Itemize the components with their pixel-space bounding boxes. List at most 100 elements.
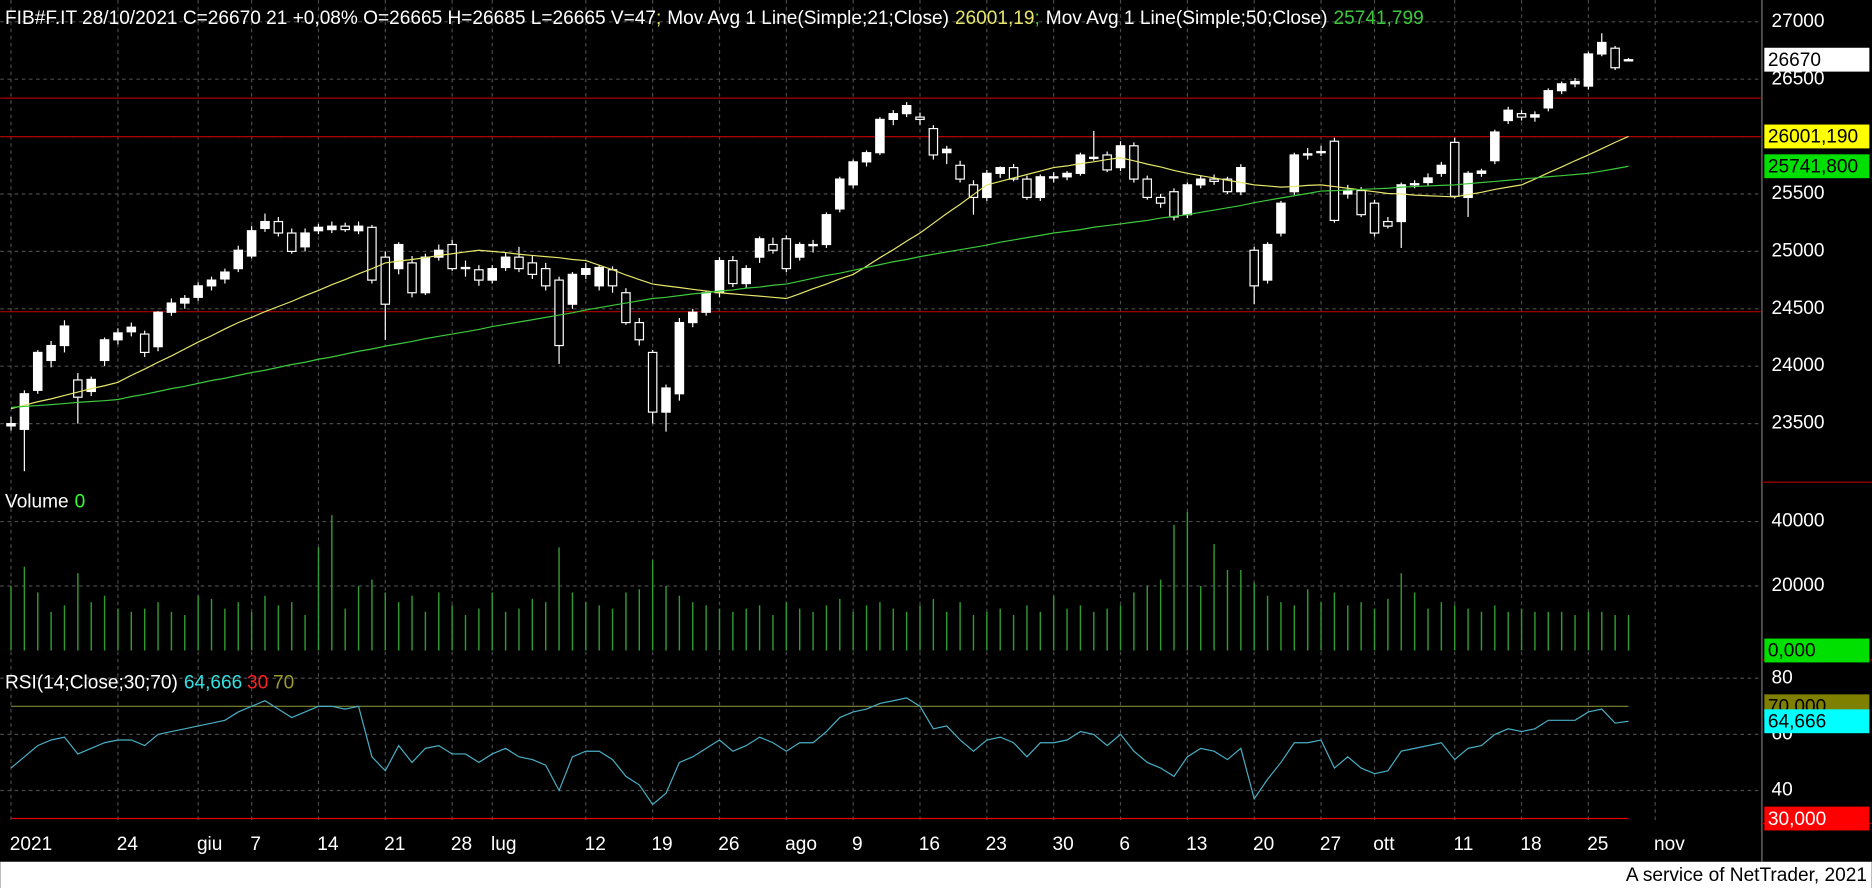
volume-bar — [1427, 608, 1429, 651]
volume-bar — [357, 586, 360, 651]
volume-bar — [745, 608, 747, 651]
volume-bar — [117, 608, 119, 651]
candle-body — [220, 271, 230, 280]
moving-average-line — [10, 165, 1629, 409]
candle-body — [567, 273, 578, 305]
volume-bar — [1467, 608, 1469, 651]
volume-bar — [438, 592, 440, 651]
candle-body — [941, 148, 952, 154]
candle-body — [99, 339, 110, 362]
pane-header: FIB#F.IT 28/10/2021 C=26670 21 +0,08% O=… — [5, 8, 1424, 29]
volume-bar — [1534, 611, 1536, 651]
candle-body — [901, 105, 912, 115]
candle-body — [1048, 176, 1059, 179]
legend-separator: ; — [656, 8, 661, 29]
volume-bar — [531, 598, 534, 651]
candle-body — [206, 279, 217, 287]
pane-header: Volume 0 — [5, 492, 85, 513]
candle-body — [1543, 90, 1554, 109]
candle-body — [193, 285, 203, 298]
candle-body — [687, 311, 698, 324]
volume-bar — [1012, 615, 1015, 651]
volume-bar — [504, 611, 507, 651]
y-tick-label: 25000 — [1771, 240, 1824, 261]
volume-bar — [544, 602, 547, 651]
volume-bar — [1360, 602, 1362, 651]
volume-bar — [1093, 611, 1095, 651]
volume-bar — [692, 602, 694, 651]
candle-body — [407, 262, 417, 294]
x-tick-label: 19 — [651, 834, 672, 855]
volume-bar — [919, 605, 921, 651]
legend-value: 25741,799 — [1333, 8, 1423, 29]
volume-bar — [798, 608, 801, 651]
candle-body — [353, 225, 364, 232]
volume-bar — [638, 589, 640, 651]
value-marker-label: 0,000 — [1768, 641, 1816, 662]
candle-body — [1236, 167, 1246, 193]
volume-bar — [1373, 608, 1376, 651]
volume-bar — [317, 547, 320, 651]
candle-body — [32, 351, 43, 391]
candle-body — [1436, 164, 1447, 174]
candle-body — [1008, 167, 1019, 180]
candle-body — [1209, 178, 1219, 182]
volume-bar — [250, 611, 253, 651]
volume-bar — [397, 602, 400, 651]
candle-body — [875, 118, 885, 154]
volume-bar — [1293, 605, 1296, 651]
candle-body — [1383, 220, 1393, 227]
candle-body — [1490, 131, 1500, 162]
candle-body — [1169, 191, 1179, 218]
volume-bar — [1587, 611, 1590, 651]
x-tick-label: 7 — [250, 834, 261, 855]
candle-body — [126, 326, 137, 333]
candle-body — [460, 266, 471, 270]
value-marker-label: 64,666 — [1768, 712, 1826, 733]
x-tick-label: 6 — [1119, 834, 1130, 855]
volume-bar — [77, 573, 79, 651]
volume-bar — [37, 592, 39, 651]
candle-body — [741, 268, 751, 285]
candle-body — [594, 266, 604, 287]
candle-body — [1115, 145, 1126, 169]
volume-bar — [625, 592, 627, 651]
y-tick-label: 23500 — [1771, 413, 1824, 434]
volume-bar — [1601, 611, 1603, 651]
volume-bar — [611, 608, 614, 651]
candle-body — [340, 225, 350, 231]
candle-body — [1089, 156, 1099, 160]
volume-bar — [384, 592, 387, 651]
volume-bar — [905, 611, 908, 651]
volume-bar — [1106, 608, 1108, 651]
volume-bar — [585, 602, 587, 651]
volume-bar — [865, 605, 868, 651]
volume-bar — [1079, 605, 1082, 651]
volume-bar — [651, 560, 654, 651]
candle-body — [59, 325, 70, 347]
x-tick-label: 23 — [986, 834, 1007, 855]
candle-body — [1409, 183, 1420, 186]
legend-level: 30 — [247, 672, 268, 693]
volume-bar — [478, 608, 480, 651]
volume-bar — [63, 605, 66, 651]
x-tick-label: 14 — [317, 834, 339, 855]
candle-body — [1222, 178, 1233, 193]
footer-strip — [0, 861, 1872, 888]
volume-bar — [518, 608, 520, 651]
x-tick-label: 26 — [718, 834, 739, 855]
volume-bar — [1400, 573, 1402, 651]
candle-body — [1530, 114, 1540, 118]
x-tick-label: 11 — [1454, 834, 1474, 855]
value-marker-label: 26001,190 — [1768, 127, 1858, 148]
candle-body — [527, 262, 538, 275]
volume-bar — [705, 605, 707, 651]
candle-body — [634, 321, 645, 341]
volume-bar — [839, 598, 841, 651]
candle-body — [1449, 141, 1460, 197]
legend-level: 70 — [273, 672, 294, 693]
volume-bar — [1186, 511, 1189, 651]
volume-bar — [1039, 611, 1042, 651]
candle-body — [1062, 172, 1072, 178]
volume-bar — [732, 611, 734, 651]
